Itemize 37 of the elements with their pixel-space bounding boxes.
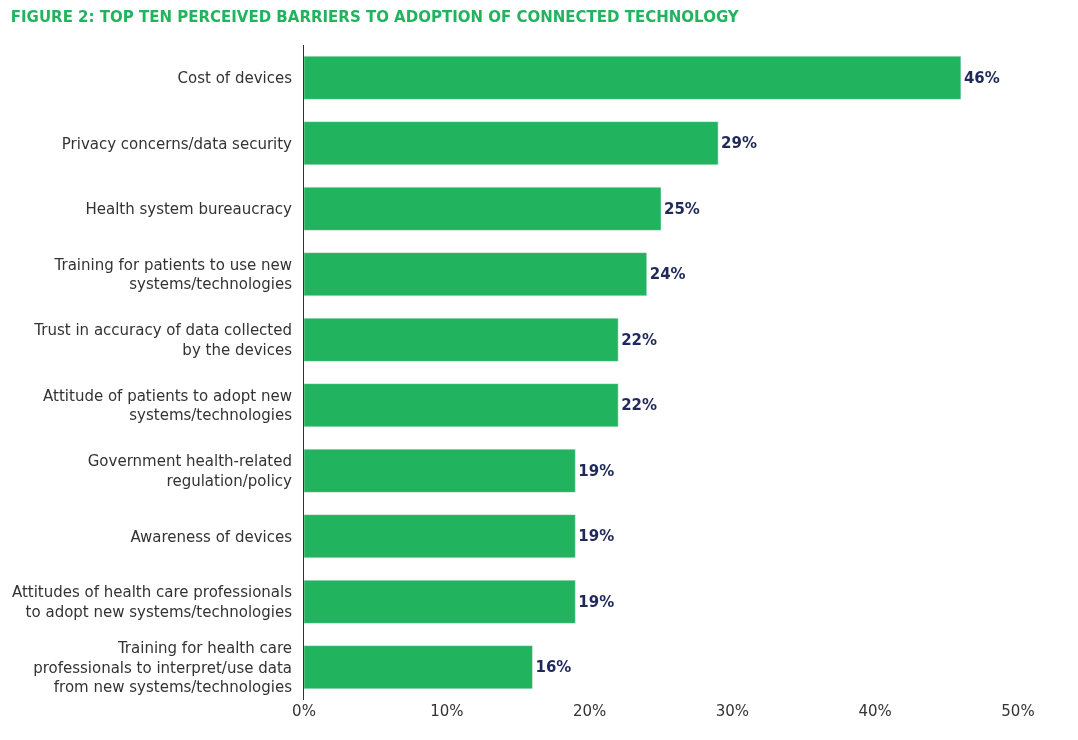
bar	[304, 252, 647, 297]
data-label: 19%	[578, 461, 615, 480]
bar	[304, 645, 533, 690]
y-tick-label: Attitude of patients to adopt new systems/technologies	[43, 386, 293, 425]
y-tick-label: Awareness of devices	[130, 527, 293, 546]
data-label: 25%	[664, 199, 700, 218]
data-label: 46%	[963, 68, 1000, 87]
data-label: 29%	[721, 134, 758, 153]
bar	[304, 579, 576, 624]
y-tick-label: Privacy concerns/data security	[61, 134, 293, 153]
x-tick-label: 30%	[715, 702, 750, 720]
y-tick-label: Government health-related regulation/policy	[87, 452, 293, 490]
y-tick-label: Training for health care professionals to interpret/use data from new systems/technologies	[33, 639, 293, 696]
y-tick-label: Trust in accuracy of data collected by the devices	[33, 321, 293, 359]
bar	[304, 186, 662, 231]
bar	[304, 317, 619, 362]
x-tick-label: 20%	[572, 702, 607, 720]
data-label: 22%	[621, 396, 658, 415]
y-tick-label: Training for patients to use new systems/technologies	[53, 255, 293, 294]
x-tick-label: 10%	[430, 702, 464, 720]
y-tick-label: Health system bureaucracy	[85, 200, 293, 218]
chart-title: FIGURE 2: TOP TEN PERCEIVED BARRIERS TO ADOPTION OF CONNECTED TECHNOLOGY	[10, 7, 740, 26]
data-label: 24%	[649, 265, 686, 284]
x-tick-label: 50%	[1001, 702, 1035, 720]
x-tick-label: 40%	[858, 702, 892, 720]
bar	[304, 514, 576, 559]
y-tick-label: Attitudes of health care professionals to adopt new systems/technologies	[11, 583, 293, 621]
bar	[304, 383, 619, 428]
data-label: 19%	[578, 527, 615, 546]
data-label: 16%	[535, 658, 572, 677]
x-tick-label: 0%	[292, 702, 316, 720]
data-label: 19%	[578, 592, 615, 611]
bar	[304, 448, 576, 493]
y-tick-label: Cost of devices	[177, 69, 293, 87]
data-label: 22%	[621, 330, 658, 349]
bar	[304, 121, 719, 166]
bar	[304, 55, 962, 100]
